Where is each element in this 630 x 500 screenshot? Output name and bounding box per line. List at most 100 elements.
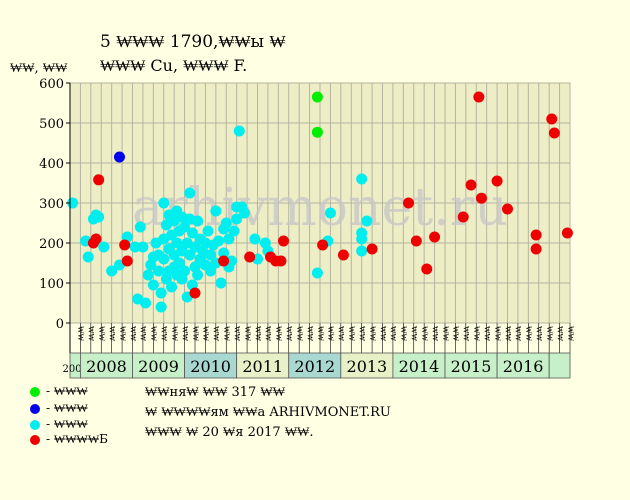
data-point <box>457 211 469 223</box>
data-point <box>475 192 487 204</box>
data-point <box>155 301 167 313</box>
x-tick-label: ₩₩ <box>243 326 252 342</box>
data-point <box>134 221 146 233</box>
legend-item: - ₩₩₩ <box>30 401 88 416</box>
legend-item: - ₩₩₩₩Б <box>30 432 108 447</box>
year-label: 2009 <box>138 357 179 376</box>
x-tick-label: ₩₩ <box>232 326 241 342</box>
chart-title: 5 ₩₩₩ 1790,₩₩ы ₩ <box>100 32 286 52</box>
data-point <box>361 215 373 227</box>
year-label: 2008 <box>86 357 127 376</box>
x-tick-label: ₩₩ <box>503 326 512 342</box>
data-point <box>179 221 191 233</box>
x-axis: ₩₩ ₩₩ ₩₩ ₩₩ ₩₩ ₩₩ ₩₩ ₩₩ ₩₩ ₩₩ ₩₩ ₩₩ ₩₩ ₩₩ ₩₩ ₩₩ ₩₩ ₩₩ ₩₩ ₩₩… <box>62 323 575 379</box>
data-point <box>82 251 94 263</box>
data-point <box>205 249 217 261</box>
year-label: 2016 <box>503 357 544 376</box>
legend-dot-cyan-icon <box>30 419 40 430</box>
data-point <box>142 269 154 281</box>
data-point <box>530 243 542 255</box>
data-point <box>205 265 217 277</box>
x-tick-label: ₩₩ <box>524 326 533 342</box>
x-tick-label: ₩₩ <box>462 326 471 342</box>
x-tick-label: ₩₩ <box>295 326 304 342</box>
data-point <box>231 213 243 225</box>
data-point <box>561 227 573 239</box>
year-band <box>496 352 550 379</box>
year-band <box>80 352 133 379</box>
legend-item: - ₩₩₩ <box>30 384 88 399</box>
x-tick-label: ₩₩ <box>430 326 439 342</box>
data-point <box>90 233 102 245</box>
data-point <box>121 255 133 267</box>
data-point <box>210 205 222 217</box>
data-point <box>218 255 230 267</box>
x-tick-label: ₩₩ <box>378 326 387 342</box>
y-tick-label: 300 <box>39 197 64 212</box>
year-label: 2014 <box>399 357 440 376</box>
y-tick-label: 200 <box>39 237 64 252</box>
legend-item: - ₩₩₩ <box>30 417 88 432</box>
data-point <box>129 241 141 253</box>
legend-label: - ₩₩₩ <box>46 401 88 415</box>
data-point <box>356 233 368 245</box>
legend-dot-blue-icon <box>30 403 40 414</box>
data-point <box>140 297 152 309</box>
data-point <box>491 175 503 187</box>
x-tick-label: ₩₩ <box>337 326 346 342</box>
data-point <box>113 151 125 163</box>
x-tick-label: ₩₩ <box>180 326 189 342</box>
year-band <box>236 352 290 379</box>
data-point <box>337 249 349 261</box>
x-tick-label: ₩₩ <box>493 326 502 342</box>
legend-dot-red-icon <box>30 434 40 445</box>
data-point <box>192 269 204 281</box>
year-band <box>288 352 342 379</box>
year-band <box>548 352 571 379</box>
data-point <box>147 279 159 291</box>
data-point <box>324 207 336 219</box>
x-tick-label: ₩₩ <box>535 326 544 342</box>
data-point <box>186 227 198 239</box>
data-point <box>311 126 323 138</box>
data-point <box>93 211 105 223</box>
year-band <box>340 352 394 379</box>
y-tick-label: 400 <box>39 157 64 172</box>
data-point <box>155 287 167 299</box>
data-point <box>225 255 237 267</box>
chart-subtitle: ₩₩₩ Cu, ₩₩₩ F. <box>100 56 248 75</box>
x-tick-label: ₩₩ <box>305 326 314 342</box>
data-point <box>158 253 170 265</box>
y-axis: 0 100 200 300 400 500 600 <box>39 77 71 353</box>
x-tick-label: ₩₩ <box>545 326 554 342</box>
data-point <box>166 281 178 293</box>
year-band <box>184 352 238 379</box>
y-tick-label: 0 <box>56 317 64 332</box>
data-point <box>465 179 477 191</box>
x-tick-label: ₩₩ <box>482 326 491 342</box>
x-tick-label: ₩₩ <box>389 326 398 342</box>
data-point <box>119 239 131 251</box>
year-label: 2011 <box>242 357 283 376</box>
data-point <box>202 225 214 237</box>
data-point <box>421 263 433 275</box>
x-tick-label: ₩₩ <box>420 326 429 342</box>
x-tick-label: ₩₩ <box>399 326 408 342</box>
year-label: 2007 <box>62 364 87 375</box>
data-point <box>410 235 422 247</box>
x-tick-label: ₩₩ <box>274 326 283 342</box>
x-tick-label: ₩₩ <box>368 326 377 342</box>
data-point <box>171 237 183 249</box>
x-tick-label: ₩₩ <box>253 326 262 342</box>
data-point <box>244 251 256 263</box>
data-point <box>366 243 378 255</box>
data-point <box>98 241 110 253</box>
data-point <box>137 241 149 253</box>
x-tick-label: ₩₩ <box>264 326 273 342</box>
x-tick-label: ₩₩ <box>76 326 85 342</box>
data-point <box>192 215 204 227</box>
data-point <box>158 197 170 209</box>
data-point <box>403 197 415 209</box>
data-point <box>173 257 185 269</box>
